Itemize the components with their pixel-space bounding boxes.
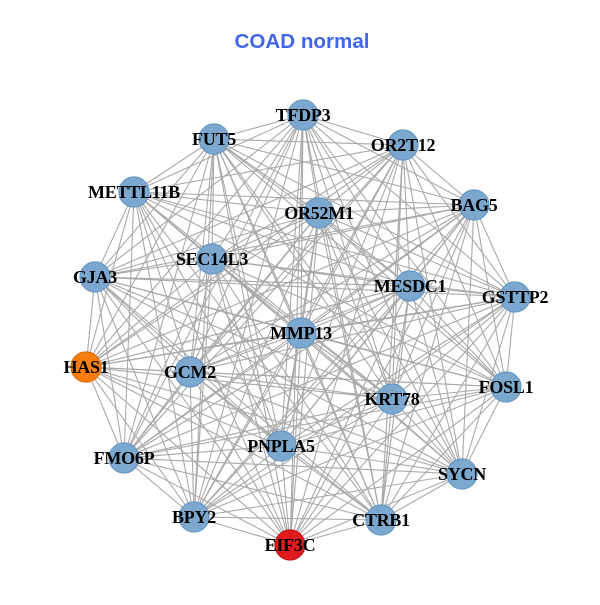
svg-text:FOSL1: FOSL1 — [479, 377, 534, 397]
svg-text:GJA3: GJA3 — [73, 267, 117, 287]
svg-text:MESDC1: MESDC1 — [374, 276, 447, 296]
svg-text:SEC14L3: SEC14L3 — [176, 249, 249, 269]
svg-text:METTL11B: METTL11B — [88, 182, 180, 202]
svg-text:FMO6P: FMO6P — [94, 448, 155, 468]
svg-text:OR52M1: OR52M1 — [284, 203, 354, 223]
svg-text:BPY2: BPY2 — [172, 507, 216, 527]
svg-text:KRT78: KRT78 — [364, 389, 419, 409]
svg-text:BAG5: BAG5 — [450, 195, 497, 215]
svg-text:MMP13: MMP13 — [270, 323, 332, 343]
svg-text:TFDP3: TFDP3 — [276, 105, 331, 125]
svg-text:SYCN: SYCN — [438, 464, 486, 484]
svg-text:GSTTP2: GSTTP2 — [482, 287, 549, 307]
svg-text:COAD normal: COAD normal — [234, 30, 369, 53]
svg-text:CTRB1: CTRB1 — [352, 510, 410, 530]
svg-text:OR2T12: OR2T12 — [371, 135, 436, 155]
svg-text:EIF3C: EIF3C — [265, 535, 316, 555]
svg-text:HAS1: HAS1 — [63, 357, 108, 377]
svg-text:PNPLA5: PNPLA5 — [247, 436, 315, 456]
svg-text:GCM2: GCM2 — [164, 362, 216, 382]
svg-text:FUT5: FUT5 — [192, 129, 236, 149]
